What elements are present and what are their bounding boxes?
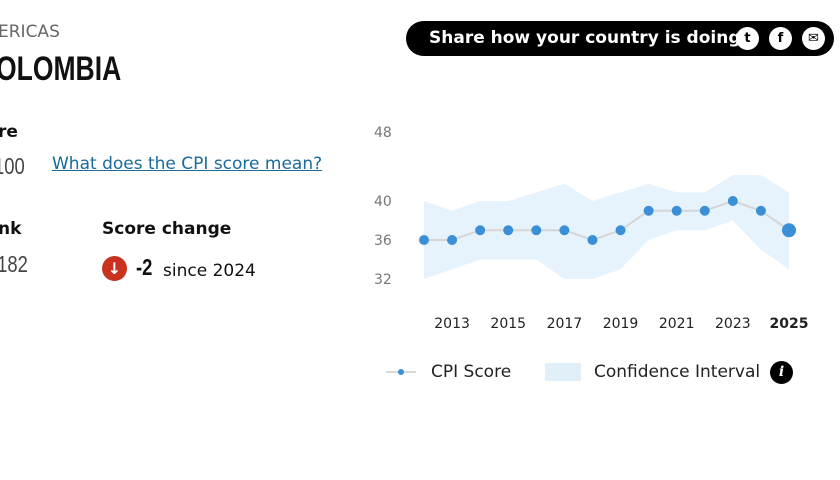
region-label: ERICAS — [0, 22, 60, 42]
x-tick-label: 2021 — [659, 316, 695, 332]
data-point-2016[interactable] — [531, 225, 542, 236]
score-label: re — [0, 122, 18, 142]
share-bar: Share how your country is doing t f ✉ — [406, 21, 834, 56]
confidence-interval-band — [424, 175, 789, 279]
data-point-2014[interactable] — [475, 225, 486, 236]
data-point-2022[interactable] — [699, 205, 710, 216]
twitter-icon[interactable]: t — [736, 27, 759, 50]
legend-ci-swatch — [545, 363, 581, 381]
x-tick-label: 2023 — [715, 316, 751, 332]
legend-score-marker — [386, 369, 416, 375]
facebook-icon[interactable]: f — [769, 27, 792, 50]
data-point-2019[interactable] — [615, 225, 626, 236]
rank-value: /182 — [0, 251, 28, 277]
data-point-2017[interactable] — [559, 225, 570, 236]
arrow-down-icon: ↓ — [102, 256, 127, 281]
data-point-2018[interactable] — [587, 235, 598, 245]
data-point-2025[interactable] — [782, 223, 796, 238]
legend-score-label: CPI Score — [431, 362, 512, 382]
y-tick-label: 36 — [374, 233, 392, 249]
data-point-2020[interactable] — [643, 205, 654, 216]
x-tick-label: 2017 — [547, 316, 583, 332]
x-tick-label: 2013 — [434, 316, 470, 332]
legend-ci-label: Confidence Interval — [594, 362, 761, 382]
score-change-value: -2 — [136, 254, 153, 280]
data-point-2013[interactable] — [447, 235, 458, 245]
x-tick-label: 2025 — [770, 316, 809, 332]
y-tick-label: 32 — [374, 272, 392, 288]
y-tick-label: 40 — [374, 194, 392, 210]
x-tick-label: 2015 — [490, 316, 526, 332]
data-point-2021[interactable] — [671, 205, 682, 216]
country-title: OLOMBIA — [0, 50, 122, 88]
data-point-2024[interactable] — [755, 205, 766, 216]
data-point-2012[interactable] — [419, 235, 429, 245]
email-icon[interactable]: ✉ — [802, 27, 825, 50]
share-label: Share how your country is doing — [429, 28, 741, 48]
score-change-label: Score change — [102, 219, 232, 239]
info-icon[interactable]: i — [770, 361, 793, 384]
rank-label: nk — [0, 219, 22, 239]
x-tick-label: 2019 — [603, 316, 639, 332]
data-point-2015[interactable] — [503, 225, 514, 236]
cpi-meaning-link[interactable]: What does the CPI score mean? — [52, 154, 323, 174]
score-value: 100 — [0, 153, 25, 179]
data-point-2023[interactable] — [727, 196, 738, 206]
y-tick-label: 48 — [374, 125, 392, 141]
score-change-since: since 2024 — [163, 261, 256, 281]
